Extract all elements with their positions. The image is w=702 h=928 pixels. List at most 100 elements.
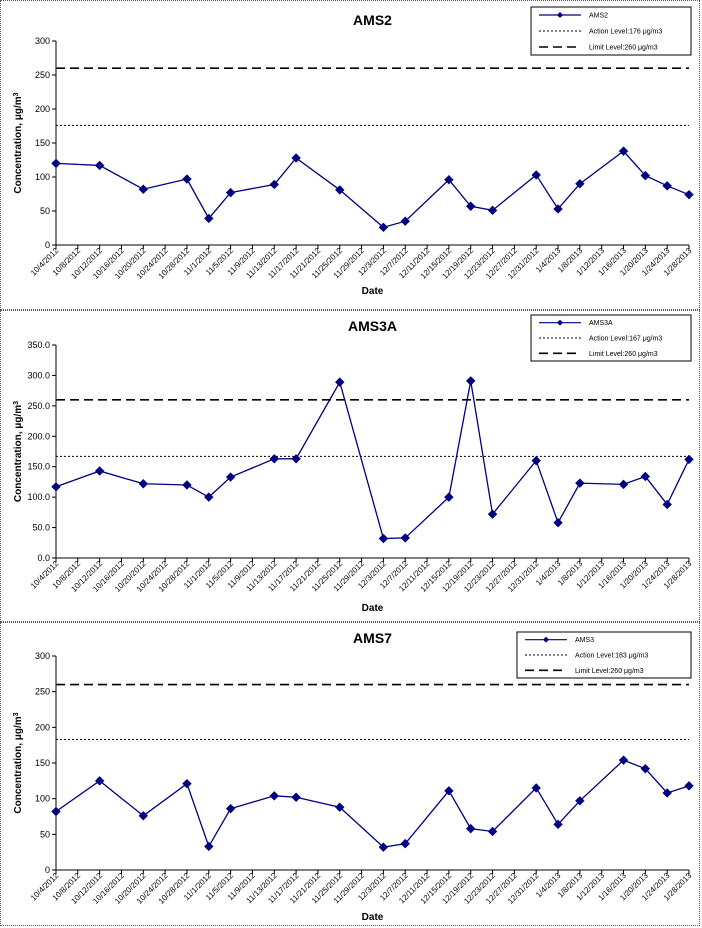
legend-label: Action Level:176 μg/m3: [589, 29, 662, 36]
legend-marker: [543, 636, 549, 643]
data-point-marker: [684, 189, 694, 200]
ams3a-chart: AMS3A 0.0 50.0 100.0 150.0 200.0 250.0 300.0 350…: [13, 314, 694, 614]
data-point-marker: [225, 803, 236, 814]
y-tick-label: 250: [35, 70, 50, 80]
y-axis-label: Concentration, μg/m3: [13, 712, 25, 813]
y-tick-label: 50: [40, 829, 50, 839]
ams7-chart: AMS705010015020025030010/4/201210/8/2012…: [13, 630, 694, 923]
data-point-marker: [225, 187, 236, 198]
x-axis-label: Date: [362, 603, 384, 614]
y-tick-label: 0: [45, 865, 50, 875]
y-tick-label: 250.0: [27, 401, 50, 411]
y-tick-label: 350.0: [27, 340, 50, 350]
y-tick-label: 50: [40, 206, 50, 216]
x-axis-label: Date: [362, 912, 384, 923]
data-point-marker: [291, 153, 301, 163]
y-tick-label: 150.0: [27, 462, 50, 472]
y-axis-label-superscript: 3: [13, 712, 20, 716]
legend-label: Limit Level:260 μg/m3: [589, 45, 658, 52]
data-point-marker: [444, 175, 454, 185]
data-point-marker: [269, 454, 279, 464]
ams2-chart: AMS205010015020025030010/4/201210/8/2012…: [13, 6, 694, 297]
data-point-marker: [225, 472, 236, 482]
data-point-marker: [487, 826, 498, 837]
data-point-marker: [553, 517, 563, 528]
series-line: [55, 150, 690, 229]
data-point-marker: [335, 185, 345, 195]
data-point-marker: [378, 222, 389, 233]
data-point-marker: [618, 755, 629, 765]
data-point-marker: [640, 763, 651, 774]
data-point-marker: [94, 160, 105, 171]
chart-title: AMS7: [353, 630, 392, 646]
data-point-marker: [138, 184, 149, 194]
y-tick-label: 200: [35, 104, 50, 114]
y-tick-label: 100: [35, 172, 50, 182]
y-axis-label-superscript: 3: [13, 92, 20, 96]
data-point-marker: [575, 796, 585, 806]
data-point-marker: [291, 454, 301, 464]
data-point-marker: [575, 179, 585, 189]
data-point-marker: [618, 146, 629, 156]
data-point-marker: [400, 838, 410, 849]
y-tick-label: 100: [35, 794, 50, 804]
data-point-marker: [662, 788, 672, 798]
data-point-marker: [204, 213, 214, 224]
y-tick-label: 300: [35, 36, 50, 46]
legend-label: AMS2: [589, 13, 608, 20]
data-point-marker: [487, 509, 498, 519]
data-point-marker: [662, 181, 672, 191]
y-tick-label: 150: [35, 138, 50, 148]
data-point-marker: [640, 471, 651, 482]
x-axis-label: Date: [362, 286, 384, 297]
data-point-marker: [553, 819, 563, 830]
data-point-marker: [138, 479, 149, 489]
y-tick-label: 300.0: [27, 370, 50, 380]
chart-title: AMS3A: [348, 318, 397, 334]
data-point-marker: [531, 783, 541, 793]
data-point-marker: [182, 174, 192, 184]
chart-panel-ams7: AMS7 0 50 100 150 200 250 300 10/4/2012 10/8/2012…: [0, 622, 700, 926]
y-tick-label: 150: [35, 758, 50, 768]
data-point-marker: [531, 455, 541, 466]
data-point-marker: [684, 454, 694, 465]
data-point-marker: [618, 479, 629, 490]
legend-label: AMS3: [575, 637, 594, 644]
data-point-marker: [94, 466, 105, 476]
y-tick-label: 250: [35, 687, 50, 697]
data-point-marker: [662, 499, 672, 510]
data-point-marker: [531, 170, 541, 180]
data-point-marker: [182, 778, 192, 789]
legend-label: Action Level:167 μg/m3: [589, 336, 662, 343]
legend-label: Action Level:183 μg/m3: [575, 653, 648, 660]
chart-panel-ams3a: AMS3A 0.0 50.0 100.0 150.0 200.0 250.0 300.0 350…: [0, 310, 700, 622]
data-point-marker: [466, 823, 476, 834]
data-point-marker: [182, 480, 192, 490]
data-point-marker: [444, 492, 454, 502]
chart-panel-ams2: AMS2 0 50 100 150 200 250 300 10/4/2012 10/8/2012…: [0, 0, 700, 310]
data-point-marker: [553, 204, 563, 214]
data-point-marker: [575, 478, 585, 488]
y-axis-label-superscript: 3: [13, 401, 20, 405]
y-tick-label: 0.0: [37, 553, 50, 563]
series-line: [55, 380, 690, 540]
data-point-marker: [335, 802, 345, 812]
data-point-marker: [640, 170, 651, 181]
legend-label: AMS3A: [589, 320, 613, 327]
data-point-marker: [138, 811, 149, 821]
data-point-marker: [444, 786, 454, 796]
data-point-marker: [400, 216, 410, 226]
legend-marker: [557, 12, 563, 18]
data-point-marker: [378, 533, 389, 544]
y-tick-label: 200.0: [27, 431, 50, 441]
y-tick-label: 100.0: [27, 492, 50, 502]
data-point-marker: [487, 205, 498, 216]
data-point-marker: [378, 842, 389, 852]
series-line: [55, 759, 690, 849]
data-point-marker: [204, 841, 214, 852]
data-point-marker: [269, 179, 279, 190]
y-tick-label: 300: [35, 651, 50, 661]
chart-title: AMS2: [353, 12, 392, 28]
data-point-marker: [51, 158, 61, 169]
